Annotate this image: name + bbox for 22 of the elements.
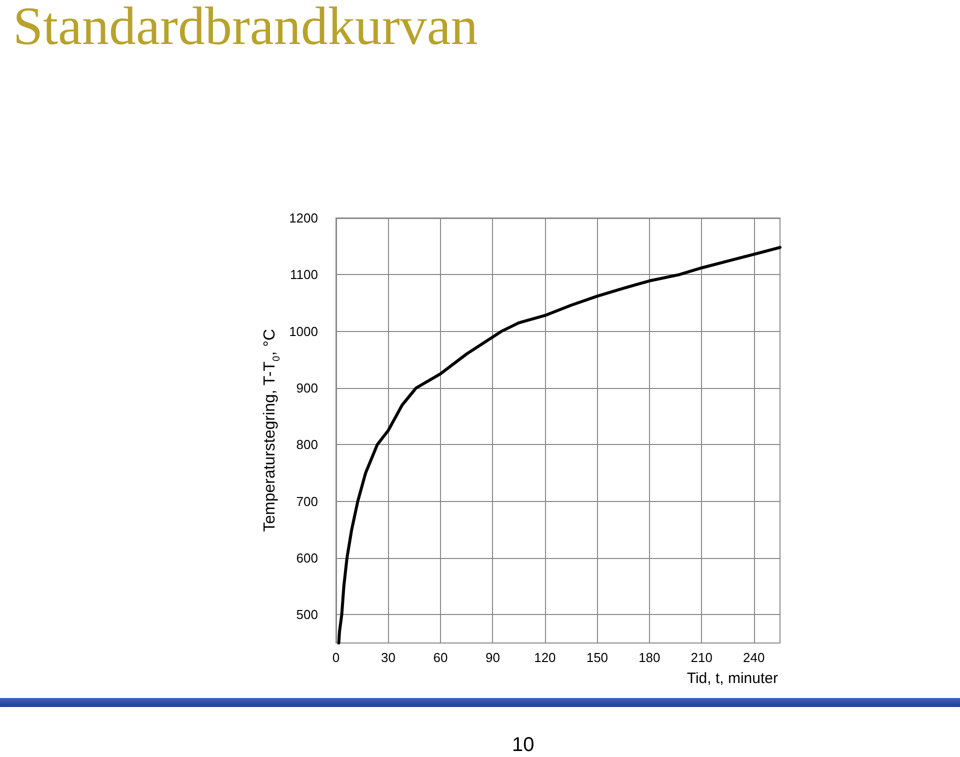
line-series (337, 246, 782, 644)
y-tick-label: 1100 (290, 267, 318, 282)
x-tick-label: 30 (381, 650, 396, 665)
y-tick-label: 900 (296, 380, 318, 396)
y-tick-label: 500 (296, 607, 318, 622)
x-tick-label: 240 (743, 650, 765, 665)
x-tick-label: 0 (332, 650, 340, 665)
text: 10 (512, 734, 534, 756)
x-tick-label: 180 (638, 650, 660, 665)
x-tick-label: 210 (690, 650, 712, 665)
y-axis-title: Temperaturstegring, T-T0, °C (262, 328, 282, 532)
y-tick-label: 600 (296, 550, 318, 566)
x-axis-title: Tid, t, minuter (686, 670, 778, 687)
x-tick-label: 150 (586, 650, 608, 665)
y-tick-label: 1200 (289, 210, 318, 226)
x-tick-label: 90 (485, 650, 500, 665)
chart-title: Standardbrandkurvan (13, 0, 478, 56)
y-tick-label: 700 (296, 494, 318, 509)
y-tick-label: 800 (296, 437, 318, 452)
y-tick-label: 1000 (289, 324, 318, 339)
x-tick-label: 120 (534, 650, 556, 665)
x-tick-label: 60 (433, 650, 448, 665)
